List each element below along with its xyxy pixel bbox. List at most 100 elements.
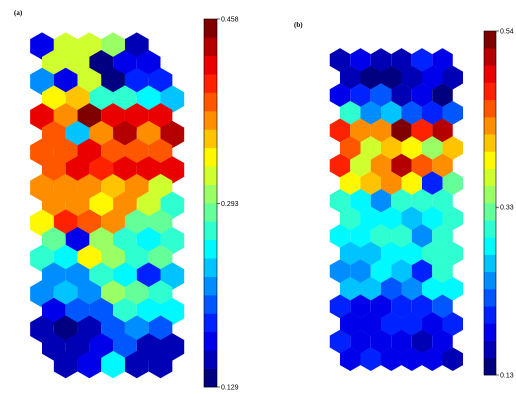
hex-cell-r6-c4 (124, 138, 149, 166)
hex-cell-r17-c0 (42, 333, 66, 361)
hex-cell-r1-c3 (113, 50, 137, 78)
hex-cell-r14-c1 (53, 280, 78, 308)
hex-cell-r11-c4 (422, 241, 443, 266)
colorbar-frame (483, 30, 497, 376)
hex-cell-r9-c4 (136, 191, 161, 219)
hex-cell-r2-c0 (329, 83, 351, 108)
hex-cell-r0-c3 (101, 32, 125, 60)
hex-cell-r4-c2 (77, 103, 102, 131)
hex-cell-r14-c3 (391, 294, 412, 319)
hex-cell-r6-c2 (370, 153, 392, 178)
hex-cell-r17-c3 (113, 333, 137, 361)
hex-cell-r3-c3 (401, 100, 422, 125)
hex-cell-r13-c5 (442, 276, 463, 301)
hex-cell-r0-c2 (370, 48, 392, 72)
colorbar-step (204, 276, 217, 296)
hex-cell-r2-c5 (432, 83, 453, 108)
hex-cell-r4-c4 (124, 103, 149, 131)
hex-cell-r12-c5 (432, 259, 453, 284)
colorbar-step (484, 237, 496, 255)
panel-a-label: (a) (14, 9, 23, 17)
colorbar-step (204, 184, 217, 204)
hex-cell-r5-c1 (65, 120, 90, 149)
colorbar-step (484, 340, 496, 359)
hex-cell-r14-c1 (350, 294, 371, 319)
hex-cell-r16-c3 (101, 315, 125, 343)
hex-cell-r4-c1 (53, 103, 78, 131)
hex-cell-r7-c0 (340, 171, 361, 196)
hex-cell-r7-c5 (442, 171, 463, 196)
hex-cell-r16-c2 (77, 315, 102, 343)
hex-cell-r12-c0 (30, 244, 54, 273)
hex-cell-r0-c1 (53, 32, 78, 60)
hex-cell-r4-c4 (411, 118, 433, 143)
hex-cell-r5-c2 (381, 136, 402, 160)
hex-cell-r8-c5 (148, 173, 173, 202)
colorbar-step (204, 129, 217, 149)
colorbar-step (204, 350, 217, 369)
panel-b-colorbar: 0.13 0.33 0.54 (483, 28, 514, 379)
hex-cell-r17-c4 (136, 333, 161, 361)
hex-cell-r7-c1 (65, 156, 90, 184)
colorbar-step (484, 357, 496, 376)
hex-cell-r10-c2 (370, 224, 392, 248)
hex-cell-r3-c0 (340, 100, 361, 125)
colorbar-step (484, 31, 496, 49)
hex-cell-r10-c3 (101, 209, 125, 237)
hex-cell-r2-c3 (101, 67, 125, 96)
hex-cell-r3-c3 (113, 85, 137, 113)
hex-cell-r15-c0 (42, 297, 66, 326)
hex-cell-r14-c0 (30, 280, 54, 308)
colorbar-step (484, 271, 496, 290)
hex-cell-r7-c5 (160, 156, 185, 184)
hex-cell-r13-c4 (422, 276, 443, 301)
hex-cell-r9-c4 (422, 206, 443, 231)
hex-cell-r7-c1 (360, 171, 381, 196)
hex-cell-r1-c4 (136, 50, 161, 78)
colorbar-step (204, 331, 217, 351)
hex-cell-r8-c0 (329, 188, 351, 213)
hex-cell-r11-c1 (360, 241, 381, 266)
hex-cell-r16-c1 (350, 329, 371, 354)
hex-cell-r17-c3 (401, 347, 422, 372)
hex-cell-r16-c4 (411, 329, 433, 354)
hex-cell-r12-c3 (101, 244, 125, 273)
hex-cell-r6-c0 (30, 138, 54, 166)
colorbar-step (484, 203, 496, 221)
hex-cell-r2-c4 (124, 67, 149, 96)
hex-cell-r5-c4 (136, 120, 161, 149)
hex-cell-r17-c5 (160, 333, 185, 361)
hex-cell-r10-c2 (77, 209, 102, 237)
hex-cell-r7-c3 (113, 156, 137, 184)
hex-cell-r5-c3 (113, 120, 137, 149)
hex-cell-r18-c3 (101, 350, 125, 379)
hex-cell-r0-c5 (432, 48, 453, 72)
hex-cell-r4-c2 (370, 118, 392, 143)
hex-cell-r14-c4 (411, 294, 433, 319)
hex-cell-r6-c5 (148, 138, 173, 166)
colorbar-step (484, 117, 496, 135)
colorbar-step (204, 368, 217, 388)
panel-b-label: (b) (294, 21, 303, 29)
hex-cell-r14-c5 (432, 294, 453, 319)
hex-cell-r11-c2 (381, 241, 402, 266)
hex-cell-r10-c1 (53, 209, 78, 237)
hex-cell-r12-c4 (124, 244, 149, 273)
hex-cell-r10-c4 (124, 209, 149, 237)
hex-cell-r16-c3 (391, 329, 412, 354)
hex-cell-r14-c2 (370, 294, 392, 319)
hex-cell-r2-c3 (391, 83, 412, 108)
hex-cell-r17-c5 (442, 347, 463, 372)
hex-cell-r2-c2 (370, 83, 392, 108)
hex-cell-r11-c2 (89, 227, 114, 255)
colorbar-step (204, 166, 217, 185)
hex-cell-r6-c5 (432, 153, 453, 178)
colorbar-step (484, 151, 496, 169)
hex-cell-r15-c5 (160, 297, 185, 326)
colorbar-tick-label: 0.33 (500, 205, 514, 212)
panel-a: (a) 0.129 0.293 0.458 (14, 9, 239, 391)
hex-cell-r8-c1 (350, 188, 371, 213)
hex-cell-r4-c0 (30, 103, 54, 131)
hex-cell-r2-c4 (411, 83, 433, 108)
hex-cell-r1-c0 (42, 50, 66, 78)
